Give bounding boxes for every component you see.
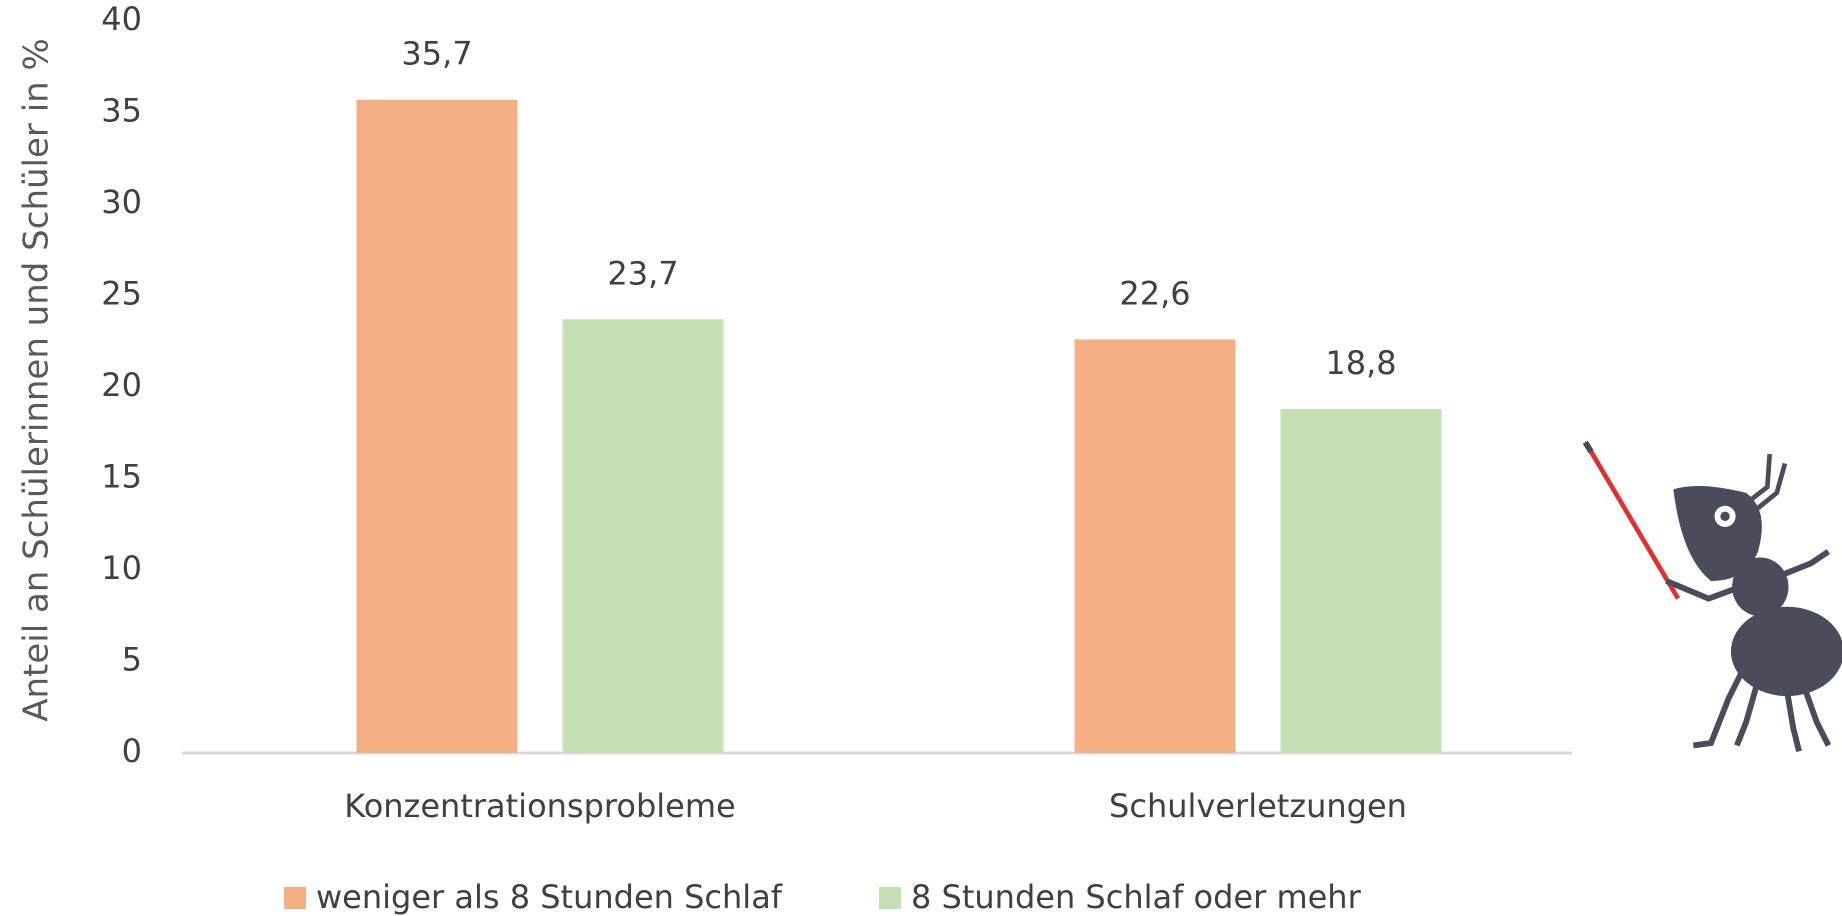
bar [1074, 339, 1236, 753]
x-tick-label: Konzentrationsprobleme [344, 787, 735, 825]
legend-label: 8 Stunden Schlaf oder mehr [911, 878, 1362, 916]
y-tick-label: 0 [122, 732, 142, 770]
value-label: 35,7 [401, 35, 472, 73]
value-label: 18,8 [1325, 344, 1396, 382]
bar [562, 319, 724, 753]
bar [1280, 408, 1442, 753]
y-tick-label: 5 [122, 641, 142, 679]
legend-swatch [879, 887, 901, 909]
bar [356, 99, 518, 753]
y-tick-label: 25 [101, 275, 142, 313]
value-label: 22,6 [1119, 274, 1190, 312]
y-tick-label: 30 [101, 183, 142, 221]
x-tick-label: Schulverletzungen [1109, 787, 1407, 825]
y-tick-label: 20 [101, 366, 142, 404]
y-tick-label: 40 [101, 0, 142, 38]
value-label: 23,7 [607, 254, 678, 292]
y-axis-label: Anteil an Schülerinnen und Schüler in % [17, 38, 57, 722]
legend-swatch [284, 887, 306, 909]
y-tick-label: 15 [101, 458, 142, 496]
ant-illustration [1582, 440, 1842, 753]
y-tick-label: 10 [101, 549, 142, 587]
y-tick-label: 35 [101, 92, 142, 130]
legend-label: weniger als 8 Stunden Schlaf [316, 878, 783, 916]
